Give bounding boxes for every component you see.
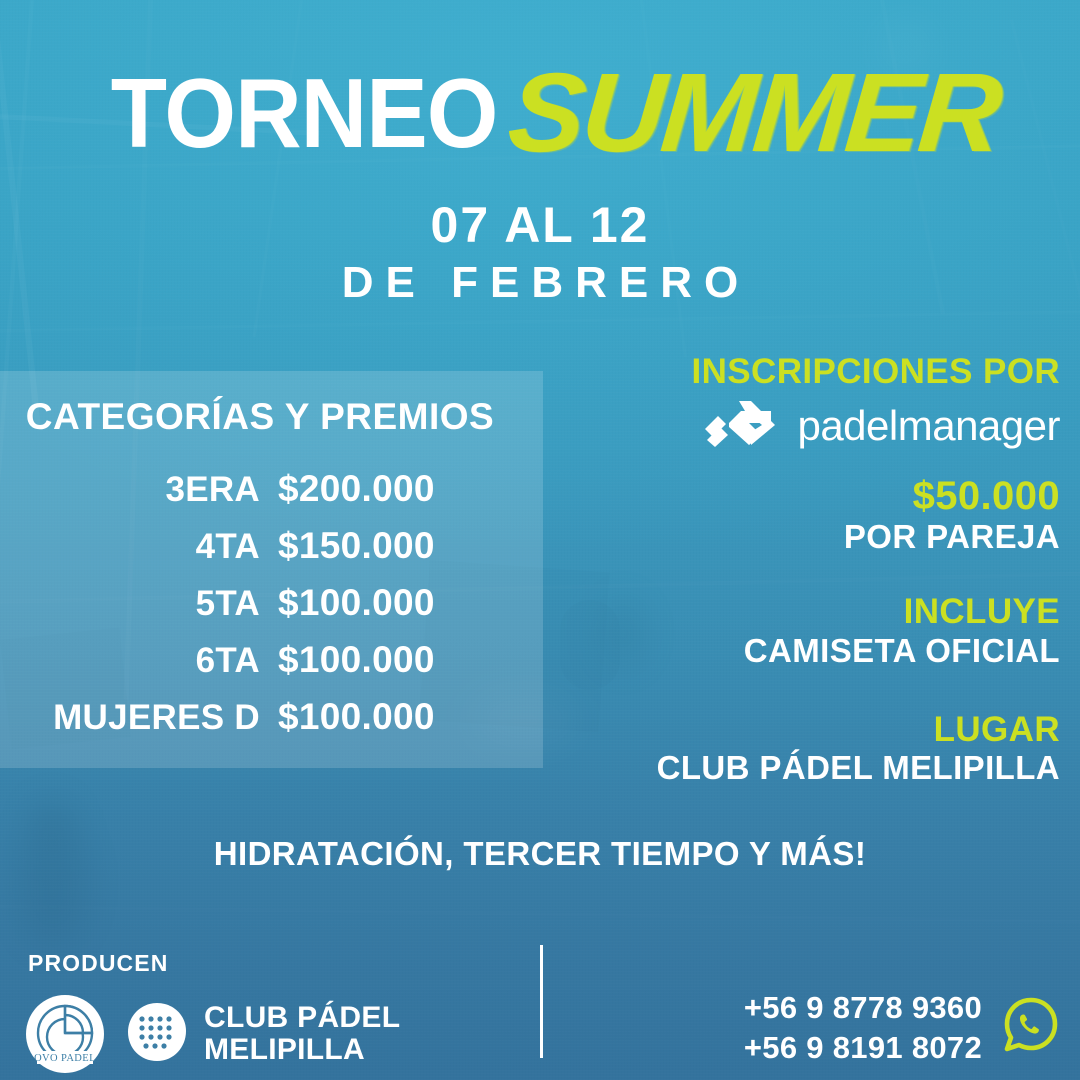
categories-panel <box>0 371 543 768</box>
includes-value: CAMISETA OFICIAL <box>743 631 1060 669</box>
whatsapp-icon[interactable] <box>998 994 1060 1061</box>
category-prize: $100.000 <box>278 696 435 737</box>
venue-heading: LUGAR <box>933 709 1060 749</box>
title-main-word: TORNEO <box>111 57 499 168</box>
registration-heading: INSCRIPCIONES POR <box>691 352 1060 391</box>
categories-title: CATEGORÍAS Y PREMIOS <box>25 396 495 437</box>
producer-logos: OVO PADEL <box>24 993 400 1075</box>
footer-divider <box>540 945 543 1058</box>
club-name-line-2: MELIPILLA <box>204 1033 366 1066</box>
title-accent-word: SUMMER <box>503 50 1004 175</box>
category-name: 6TA <box>195 641 260 680</box>
ovo-padel-circle-logo: OVO PADEL <box>24 993 106 1075</box>
category-prize: $100.000 <box>278 639 435 680</box>
contact-block: +56 9 8778 9360 +56 9 8191 8072 <box>744 988 1060 1067</box>
categories-prizes-table: 3ERA $200.000 4TA $150.000 5TA $100.000 … <box>28 468 520 753</box>
category-prize: $150.000 <box>278 525 435 566</box>
category-name: 4TA <box>195 527 260 566</box>
club-padel-melipilla-lockup: CLUB PÁDEL MELIPILLA <box>124 999 400 1070</box>
category-name: 5TA <box>195 584 260 623</box>
includes-heading: INCLUYE <box>903 592 1060 632</box>
category-name: 3ERA <box>165 470 260 509</box>
table-row: MUJERES D $100.000 <box>28 696 520 753</box>
club-name-line-1: CLUB PÁDEL <box>204 1001 401 1035</box>
phone-number[interactable]: +56 9 8778 9360 <box>743 990 982 1025</box>
category-prize: $100.000 <box>278 582 435 623</box>
padel-racket-icon <box>124 999 190 1070</box>
table-row: 4TA $150.000 <box>28 525 520 582</box>
phone-number[interactable]: +56 9 8191 8072 <box>743 1029 982 1065</box>
registration-price-unit: POR PAREJA <box>843 518 1060 556</box>
padelmanager-wordmark: padelmanager <box>797 401 1060 449</box>
padelmanager-logo-lockup: padelmanager <box>540 399 1060 452</box>
table-row: 5TA $100.000 <box>28 582 520 639</box>
table-row: 3ERA $200.000 <box>28 468 520 525</box>
registration-price: $50.000 <box>912 474 1060 519</box>
date-range: 07 AL 12 <box>430 197 650 253</box>
category-name: MUJERES D <box>53 698 260 737</box>
table-row: 6TA $100.000 <box>28 639 520 696</box>
club-padel-melipilla-name: CLUB PÁDEL MELIPILLA <box>204 1002 400 1066</box>
poster-title: TORNEOSUMMER <box>0 50 1080 175</box>
category-prize: $200.000 <box>278 468 435 509</box>
svg-text:OVO PADEL: OVO PADEL <box>34 1053 96 1064</box>
info-column: INSCRIPCIONES POR padelmanag <box>540 352 1061 787</box>
hydration-note: HIDRATACIÓN, TERCER TIEMPO Y MÁS! <box>213 835 867 872</box>
venue-value: CLUB PÁDEL MELIPILLA <box>656 749 1060 787</box>
padelmanager-chevron-icon <box>705 399 783 452</box>
producers-label: PRODUCEN <box>28 950 169 976</box>
date-month: DE FEBRERO <box>341 258 751 307</box>
phone-numbers: +56 9 8778 9360 +56 9 8191 8072 <box>744 988 982 1067</box>
